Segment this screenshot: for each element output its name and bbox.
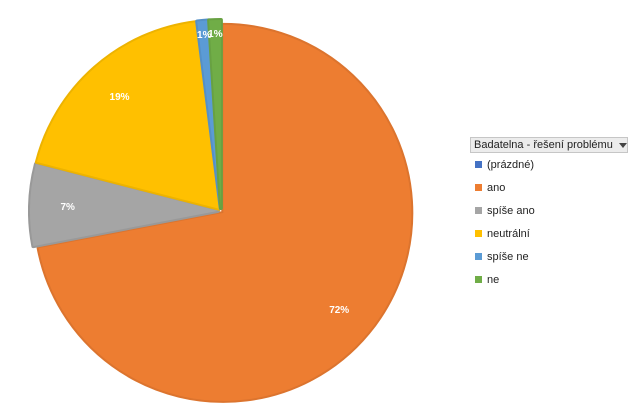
legend-item-ne[interactable]: ne: [470, 268, 628, 291]
legend-item-prazdne[interactable]: (prázdné): [470, 153, 628, 176]
legend-label: ne: [487, 273, 500, 286]
data-label-ne: 1%: [208, 29, 223, 40]
pie-slice-fill-ano: [38, 24, 412, 401]
pie-slice-fill-spise-ne: [197, 20, 221, 209]
legend-swatch: [475, 184, 482, 191]
pie-slices: [28, 18, 414, 403]
legend-item-neutralni[interactable]: neutrální: [470, 222, 628, 245]
pie-data-labels: 72% 7% 19% 1%1%: [60, 29, 349, 316]
legend-swatch: [475, 161, 482, 168]
legend-label: spíše ano: [487, 204, 535, 217]
legend-label: (prázdné): [487, 158, 535, 171]
data-label-ano: 72%: [329, 305, 349, 316]
pie-slice-fill-ne: [209, 20, 221, 209]
legend-item-spise-ne[interactable]: spíše ne: [470, 245, 628, 268]
legend-item-ano[interactable]: ano: [470, 176, 628, 199]
legend-label: ano: [487, 181, 506, 194]
pie-slice-fill-spise-ano: [30, 164, 219, 247]
legend-swatch: [475, 207, 482, 214]
legend-swatch: [475, 230, 482, 237]
data-label-spise-ano: 7%: [60, 202, 75, 213]
data-label-neutralni: 19%: [110, 92, 130, 103]
legend-label: neutrální: [487, 227, 530, 240]
data-label-spise-ne: 1%: [197, 30, 212, 41]
legend-item-spise-ano[interactable]: spíše ano: [470, 199, 628, 222]
chevron-down-icon[interactable]: [618, 142, 627, 148]
legend-filter-dropdown[interactable]: Badatelna - řešení problému: [470, 137, 628, 153]
legend-items: (prázdné) ano spíše ano neutrální spíše ne ne: [470, 153, 628, 291]
pie-slice-fill-neutralni: [36, 22, 220, 209]
legend-title: Badatelna - řešení problému: [474, 139, 613, 151]
legend-label: spíše ne: [487, 250, 529, 263]
legend-swatch: [475, 276, 482, 283]
legend: Badatelna - řešení problému (prázdné) ano…: [470, 137, 628, 291]
legend-swatch: [475, 253, 482, 260]
